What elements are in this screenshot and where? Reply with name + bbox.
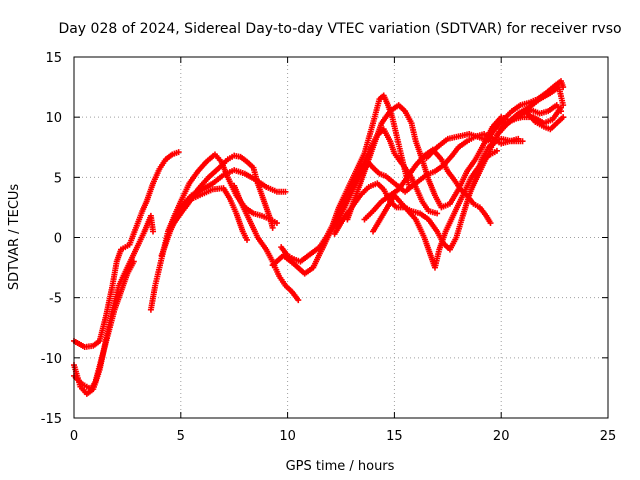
data-point <box>244 236 251 243</box>
data-point <box>273 220 280 227</box>
data-point <box>295 297 302 304</box>
y-tick-label: -15 <box>41 412 62 427</box>
series-track-21 <box>498 104 565 133</box>
series-track-2 <box>71 212 157 397</box>
y-tick-label: -10 <box>41 352 62 367</box>
x-tick-label: 15 <box>386 429 403 444</box>
x-tick-label: 0 <box>70 429 78 444</box>
series-track-1 <box>71 149 182 351</box>
y-tick-label: 10 <box>45 111 62 126</box>
series-track-13 <box>344 102 511 223</box>
chart-title: Day 028 of 2024, Sidereal Day-to-day VTE… <box>58 21 621 37</box>
x-tick-label: 20 <box>493 429 510 444</box>
data-point <box>150 228 157 235</box>
data-point <box>434 210 441 217</box>
data-point <box>130 258 137 265</box>
data-point <box>487 220 494 227</box>
axis-ticks: 0 5 10 15 20 25 -15 -10 -5 0 5 10 15 <box>41 51 617 444</box>
x-tick-label: 10 <box>279 429 296 444</box>
data-point <box>269 224 276 231</box>
data-point <box>282 188 289 195</box>
data-point <box>519 138 526 145</box>
y-axis-label: SDTVAR / TECUs <box>7 184 22 291</box>
y-tick-label: 0 <box>54 232 62 247</box>
series-track-7 <box>182 152 276 231</box>
data-marks <box>71 78 567 397</box>
y-tick-label: -5 <box>49 292 62 307</box>
y-tick-label: 15 <box>45 51 62 66</box>
x-tick-label: 5 <box>177 429 185 444</box>
data-point <box>558 104 565 111</box>
series-track-3 <box>71 258 137 393</box>
series-track-15 <box>370 147 500 271</box>
series-track-6 <box>169 185 251 243</box>
data-point <box>560 114 567 121</box>
x-tick-label: 25 <box>600 429 617 444</box>
y-tick-label: 5 <box>54 171 62 186</box>
data-point <box>175 149 182 156</box>
x-axis-label: GPS time / hours <box>286 459 395 474</box>
data-point <box>493 147 500 154</box>
